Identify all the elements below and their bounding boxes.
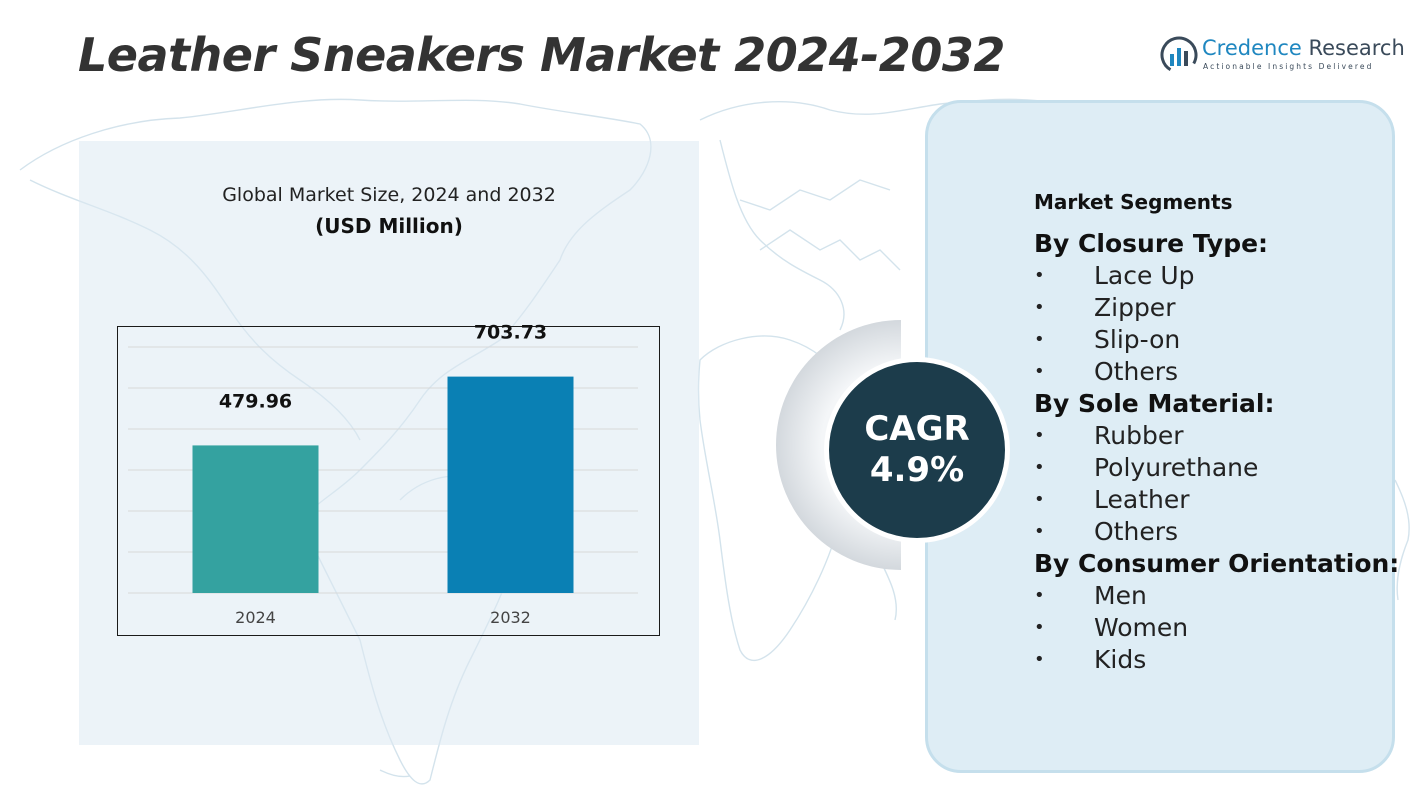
segment-group-sole-material: By Sole Material: • Rubber • Polyurethane …	[1034, 388, 1394, 548]
segment-item-label: Others	[1094, 517, 1179, 546]
segment-group-closure: By Closure Type: • Lace Up • Zipper • Slip-…	[1034, 228, 1394, 388]
segment-item: • Leather	[1034, 484, 1394, 516]
market-segments: Market Segments By Closure Type: • Lace U…	[1034, 188, 1400, 676]
segment-item-label: Slip-on	[1094, 325, 1181, 354]
segment-item: • Kids	[1034, 644, 1394, 676]
logo-name-rest: Research	[1301, 36, 1405, 60]
segment-item: • Zipper	[1034, 292, 1394, 324]
segment-title: By Closure Type:	[1034, 229, 1269, 258]
bullet-icon: •	[1034, 329, 1045, 350]
segment-item-label: Leather	[1094, 485, 1190, 514]
bullet-icon: •	[1034, 457, 1045, 478]
bullet-icon: •	[1034, 521, 1045, 542]
segment-item: • Polyurethane	[1034, 452, 1394, 484]
cagr-value: 4.9%	[869, 450, 965, 490]
segment-item: • Men	[1034, 580, 1394, 612]
segment-item-label: Men	[1094, 581, 1147, 610]
logo-tagline: Actionable Insights Delivered	[1203, 62, 1374, 71]
segment-item-label: Kids	[1094, 645, 1147, 674]
segment-title: By Consumer Orientation:	[1034, 549, 1400, 578]
segment-title: By Sole Material:	[1034, 389, 1275, 418]
segment-item: • Others	[1034, 356, 1394, 388]
bullet-icon: •	[1034, 585, 1045, 606]
bullet-icon: •	[1034, 617, 1045, 638]
bar-2032	[447, 376, 574, 593]
logo-wordmark: Credence Research	[1202, 36, 1405, 60]
chart-subtitle: (USD Million)	[315, 214, 463, 238]
bullet-icon: •	[1034, 489, 1045, 510]
bar-chart: 479.96 2024 703.73 2032	[117, 322, 660, 636]
segment-item-label: Women	[1094, 613, 1189, 642]
cagr-badge: CAGR 4.9%	[824, 357, 1010, 543]
segment-item: • Women	[1034, 612, 1394, 644]
cagr-label: CAGR	[864, 409, 970, 449]
logo-chart-icon	[1160, 36, 1198, 74]
chart-panel	[79, 141, 699, 745]
x-tick-label-2032: 2032	[490, 608, 531, 627]
data-label-2024: 479.96	[219, 390, 292, 412]
segment-item-label: Rubber	[1094, 421, 1184, 450]
bar-2024	[192, 445, 319, 593]
chart-title: Global Market Size, 2024 and 2032	[222, 184, 556, 206]
bullet-icon: •	[1034, 297, 1045, 318]
segment-item-label: Zipper	[1094, 293, 1176, 322]
segment-item-label: Polyurethane	[1094, 453, 1259, 482]
page-title: Leather Sneakers Market 2024-2032	[78, 28, 1005, 82]
segments-heading: Market Segments	[1034, 190, 1233, 214]
bullet-icon: •	[1034, 649, 1045, 670]
logo-name-accent: Credence	[1202, 36, 1302, 60]
segment-item: • Slip-on	[1034, 324, 1394, 356]
x-tick-label-2024: 2024	[235, 608, 276, 627]
segment-item: • Others	[1034, 516, 1394, 548]
segment-item-label: Others	[1094, 357, 1179, 386]
segment-item-label: Lace Up	[1094, 261, 1195, 290]
segment-group-consumer-orientation: By Consumer Orientation: • Men • Women • Ki…	[1034, 548, 1400, 676]
bar-chart-svg: 479.96 2024 703.73 2032	[128, 322, 638, 627]
data-label-2032: 703.73	[474, 322, 547, 344]
credence-research-logo: Credence Research Actionable Insights De…	[1160, 34, 1405, 80]
bullet-icon: •	[1034, 265, 1045, 286]
bullet-icon: •	[1034, 361, 1045, 382]
segment-item: • Rubber	[1034, 420, 1394, 452]
bullet-icon: •	[1034, 425, 1045, 446]
segment-item: • Lace Up	[1034, 260, 1394, 292]
